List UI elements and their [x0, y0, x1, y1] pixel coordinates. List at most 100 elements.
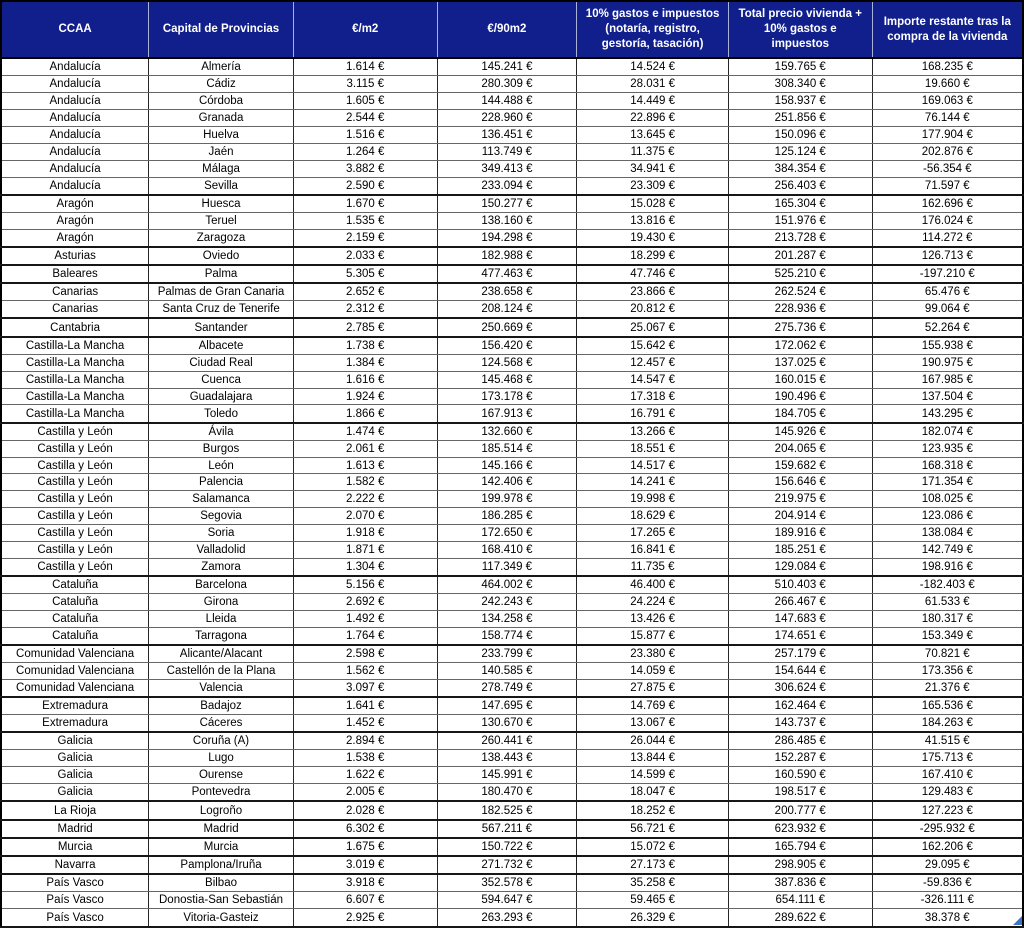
- total-cell[interactable]: 213.728 €: [727, 229, 873, 248]
- price-m2-cell[interactable]: 1.538 €: [292, 749, 438, 768]
- total-cell[interactable]: 298.905 €: [727, 856, 873, 876]
- total-cell[interactable]: 162.464 €: [727, 697, 873, 716]
- ccaa-cell[interactable]: Cataluña: [1, 627, 149, 647]
- capital-cell[interactable]: Alicante/Alacant: [148, 645, 294, 664]
- taxes-cell[interactable]: 13.645 €: [576, 126, 729, 144]
- total-cell[interactable]: 189.916 €: [727, 524, 873, 543]
- taxes-cell[interactable]: 19.998 €: [576, 490, 729, 509]
- price-m2-cell[interactable]: 3.918 €: [292, 874, 438, 893]
- ccaa-cell[interactable]: Andalucía: [1, 92, 149, 110]
- ccaa-cell[interactable]: Aragón: [1, 229, 149, 248]
- remaining-cell[interactable]: 184.263 €: [871, 714, 1023, 734]
- taxes-cell[interactable]: 15.028 €: [576, 194, 729, 213]
- taxes-cell[interactable]: 56.721 €: [576, 819, 729, 839]
- ccaa-cell[interactable]: Andalucía: [1, 58, 149, 77]
- price-m2-cell[interactable]: 1.675 €: [292, 837, 438, 858]
- capital-cell[interactable]: Palencia: [148, 473, 294, 492]
- price-90m2-cell[interactable]: 142.406 €: [436, 473, 577, 492]
- total-cell[interactable]: 275.736 €: [727, 318, 873, 338]
- taxes-cell[interactable]: 22.896 €: [576, 109, 729, 127]
- price-m2-cell[interactable]: 3.097 €: [292, 679, 438, 699]
- price-m2-cell[interactable]: 1.866 €: [292, 404, 438, 424]
- total-cell[interactable]: 286.485 €: [727, 732, 873, 751]
- remaining-cell[interactable]: 168.318 €: [871, 457, 1023, 475]
- total-cell[interactable]: 228.936 €: [727, 300, 873, 320]
- ccaa-cell[interactable]: Cataluña: [1, 593, 149, 612]
- taxes-cell[interactable]: 17.265 €: [576, 524, 729, 543]
- remaining-cell[interactable]: 21.376 €: [871, 679, 1023, 699]
- price-90m2-cell[interactable]: 138.160 €: [436, 212, 577, 230]
- taxes-cell[interactable]: 18.299 €: [576, 246, 729, 267]
- price-90m2-cell[interactable]: 145.468 €: [436, 371, 577, 389]
- remaining-cell[interactable]: 129.483 €: [871, 783, 1023, 803]
- price-90m2-cell[interactable]: 150.277 €: [436, 194, 577, 213]
- price-90m2-cell[interactable]: 185.514 €: [436, 440, 577, 458]
- capital-cell[interactable]: Bilbao: [148, 874, 294, 893]
- capital-cell[interactable]: Cuenca: [148, 371, 294, 389]
- remaining-cell[interactable]: 143.295 €: [871, 404, 1023, 424]
- remaining-cell[interactable]: 137.504 €: [871, 388, 1023, 406]
- ccaa-cell[interactable]: Castilla y León: [1, 440, 149, 458]
- ccaa-cell[interactable]: País Vasco: [1, 891, 149, 910]
- remaining-cell[interactable]: 198.916 €: [871, 558, 1023, 578]
- total-cell[interactable]: 172.062 €: [727, 336, 873, 355]
- ccaa-cell[interactable]: Comunidad Valenciana: [1, 662, 149, 681]
- price-90m2-cell[interactable]: 124.568 €: [436, 354, 577, 372]
- price-m2-cell[interactable]: 3.019 €: [292, 856, 438, 876]
- capital-cell[interactable]: Girona: [148, 593, 294, 612]
- ccaa-cell[interactable]: Cataluña: [1, 610, 149, 629]
- ccaa-cell[interactable]: Extremadura: [1, 697, 149, 716]
- taxes-cell[interactable]: 14.241 €: [576, 473, 729, 492]
- taxes-cell[interactable]: 14.524 €: [576, 58, 729, 77]
- capital-cell[interactable]: Valencia: [148, 679, 294, 699]
- price-m2-cell[interactable]: 2.544 €: [292, 109, 438, 127]
- total-cell[interactable]: 204.065 €: [727, 440, 873, 458]
- price-90m2-cell[interactable]: 477.463 €: [436, 265, 577, 285]
- capital-cell[interactable]: Lugo: [148, 749, 294, 768]
- remaining-cell[interactable]: -182.403 €: [871, 576, 1023, 595]
- ccaa-cell[interactable]: Extremadura: [1, 714, 149, 734]
- price-m2-cell[interactable]: 6.607 €: [292, 891, 438, 910]
- price-90m2-cell[interactable]: 242.243 €: [436, 593, 577, 612]
- capital-cell[interactable]: Valladolid: [148, 541, 294, 560]
- taxes-cell[interactable]: 59.465 €: [576, 891, 729, 910]
- taxes-cell[interactable]: 35.258 €: [576, 874, 729, 893]
- total-cell[interactable]: 147.683 €: [727, 610, 873, 629]
- price-90m2-cell[interactable]: 263.293 €: [436, 908, 577, 928]
- remaining-cell[interactable]: 99.064 €: [871, 300, 1023, 320]
- ccaa-cell[interactable]: Cataluña: [1, 576, 149, 595]
- total-cell[interactable]: 156.646 €: [727, 473, 873, 492]
- capital-cell[interactable]: Barcelona: [148, 576, 294, 595]
- capital-cell[interactable]: Sevilla: [148, 177, 294, 196]
- fill-handle[interactable]: [1013, 916, 1022, 925]
- total-cell[interactable]: 266.467 €: [727, 593, 873, 612]
- capital-cell[interactable]: Segovia: [148, 507, 294, 526]
- taxes-cell[interactable]: 14.449 €: [576, 92, 729, 110]
- remaining-cell[interactable]: 175.713 €: [871, 749, 1023, 768]
- price-90m2-cell[interactable]: 260.441 €: [436, 732, 577, 751]
- price-m2-cell[interactable]: 2.925 €: [292, 908, 438, 928]
- capital-cell[interactable]: Vitoria-Gasteiz: [148, 908, 294, 928]
- taxes-cell[interactable]: 47.746 €: [576, 265, 729, 285]
- taxes-cell[interactable]: 23.866 €: [576, 283, 729, 302]
- total-cell[interactable]: 654.111 €: [727, 891, 873, 910]
- ccaa-cell[interactable]: Canarias: [1, 283, 149, 302]
- remaining-cell[interactable]: 70.821 €: [871, 645, 1023, 664]
- price-90m2-cell[interactable]: 464.002 €: [436, 576, 577, 595]
- remaining-cell[interactable]: 61.533 €: [871, 593, 1023, 612]
- taxes-cell[interactable]: 14.547 €: [576, 371, 729, 389]
- ccaa-cell[interactable]: Andalucía: [1, 126, 149, 144]
- capital-cell[interactable]: Jaén: [148, 143, 294, 161]
- price-m2-cell[interactable]: 2.033 €: [292, 246, 438, 267]
- price-m2-cell[interactable]: 1.516 €: [292, 126, 438, 144]
- price-m2-cell[interactable]: 6.302 €: [292, 819, 438, 839]
- price-m2-cell[interactable]: 5.305 €: [292, 265, 438, 285]
- taxes-cell[interactable]: 13.266 €: [576, 422, 729, 441]
- remaining-cell[interactable]: -56.354 €: [871, 160, 1023, 178]
- total-cell[interactable]: 623.932 €: [727, 819, 873, 839]
- price-90m2-cell[interactable]: 132.660 €: [436, 422, 577, 441]
- price-90m2-cell[interactable]: 140.585 €: [436, 662, 577, 681]
- total-cell[interactable]: 145.926 €: [727, 422, 873, 441]
- taxes-cell[interactable]: 12.457 €: [576, 354, 729, 372]
- capital-cell[interactable]: Murcia: [148, 837, 294, 858]
